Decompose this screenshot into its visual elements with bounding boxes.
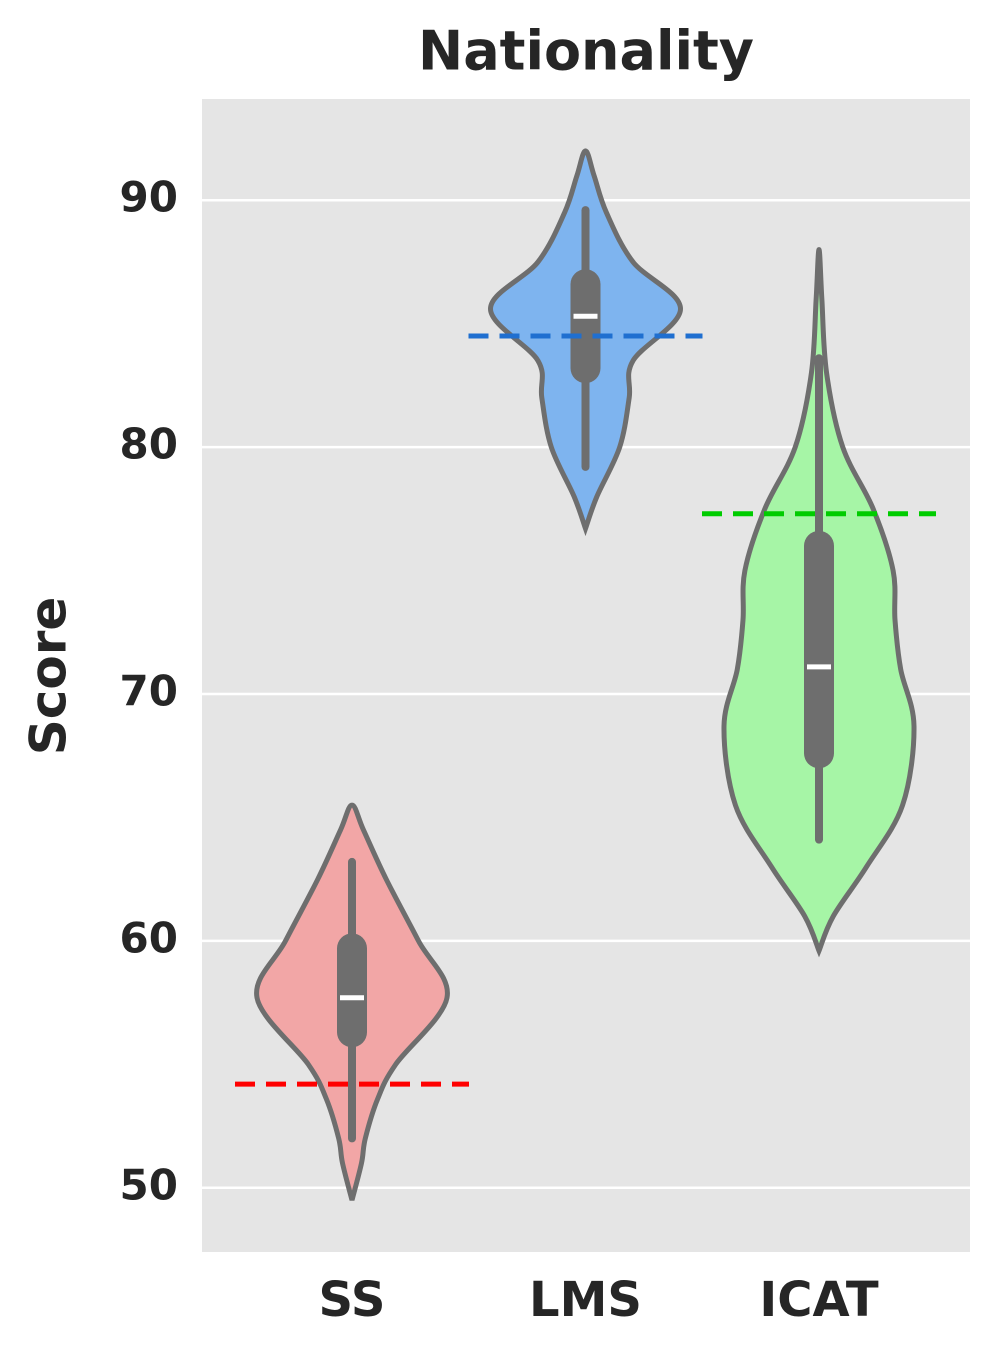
y-tick-label: 90 — [120, 173, 178, 222]
y-tick-label: 60 — [120, 913, 178, 962]
x-tick-label: LMS — [529, 1272, 642, 1328]
x-tick-label: SS — [319, 1272, 386, 1328]
y-tick-label: 50 — [120, 1160, 178, 1209]
y-axis-label: Score — [20, 597, 78, 756]
chart-title: Nationality — [418, 20, 754, 83]
y-tick-label: 70 — [120, 667, 178, 716]
y-tick-label: 80 — [120, 420, 178, 469]
x-tick-label: ICAT — [759, 1272, 879, 1328]
